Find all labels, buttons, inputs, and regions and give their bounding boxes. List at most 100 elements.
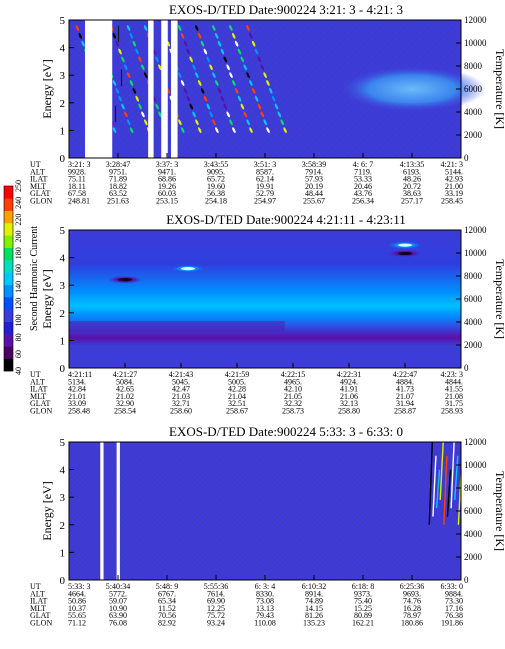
striation-mark xyxy=(269,87,273,94)
y2-tick-label: 4000 xyxy=(464,107,483,117)
table-cell: 6: 3: 4 xyxy=(255,582,275,591)
data-gap xyxy=(171,20,178,158)
table-cell: 5:48: 9 xyxy=(156,582,178,591)
striation-mark xyxy=(215,80,219,86)
table-cell: 6:25:36 xyxy=(400,582,424,591)
striation-mark xyxy=(220,95,225,102)
striation-mark xyxy=(215,127,219,134)
striation-mark xyxy=(129,80,134,86)
table-row-label: MLT xyxy=(30,182,46,191)
striation-mark xyxy=(280,119,284,126)
table-cell: 32.32 xyxy=(284,399,302,408)
striation-mark xyxy=(229,72,233,79)
striation-mark xyxy=(183,40,188,47)
striation-mark xyxy=(115,87,120,94)
table-cell: 258.48 xyxy=(68,407,90,416)
striation-mark xyxy=(158,64,162,71)
table-cell: 6:10:32 xyxy=(302,582,326,591)
striation-mark xyxy=(257,56,262,63)
table-row-label: GLAT xyxy=(30,611,51,620)
striation-mark xyxy=(195,119,199,126)
panel-2-heatmap-features xyxy=(69,241,423,333)
colorbar-segment xyxy=(4,223,13,236)
striation-mark xyxy=(266,80,270,86)
colorbar-tick-label: 250 xyxy=(14,180,23,192)
table-cell: 191.86 xyxy=(441,619,463,628)
colorbar-tick-label: 220 xyxy=(14,214,23,226)
table-cell: 162.21 xyxy=(352,619,374,628)
panel-1-heatmap-features xyxy=(75,20,486,158)
striation-mark xyxy=(177,25,182,31)
table-cell: 135.23 xyxy=(303,619,325,628)
colorbar-segment xyxy=(4,309,13,322)
table-cell: 18.82 xyxy=(109,182,127,191)
table-cell: 254.18 xyxy=(205,197,227,206)
table-cell: 20.19 xyxy=(305,182,323,191)
striation-mark xyxy=(223,103,228,110)
table-cell: 18.11 xyxy=(68,182,86,191)
table-cell: 4:21:59 xyxy=(225,370,249,379)
striation-mark xyxy=(249,32,253,39)
table-cell: 75.72 xyxy=(207,611,225,620)
striation-mark xyxy=(200,87,205,94)
striation-mark xyxy=(209,64,213,71)
striation-mark xyxy=(178,119,182,126)
striation-mark xyxy=(206,56,210,63)
y2-tick-label: 4000 xyxy=(464,529,483,539)
striation-mark xyxy=(234,40,239,47)
striation-mark xyxy=(243,64,247,71)
table-row-label: GLON xyxy=(30,197,52,206)
table-cell: 6:33: 0 xyxy=(441,582,463,591)
table-cell: 93.24 xyxy=(207,619,225,628)
table-cell: 257.17 xyxy=(401,197,423,206)
y2-tick-label: 8000 xyxy=(464,483,483,493)
table-cell: 5144. xyxy=(445,167,463,176)
table-cell: 4:23: 3 xyxy=(441,370,463,379)
striation-mark xyxy=(249,127,253,134)
table-cell: 3:37: 3 xyxy=(156,160,178,169)
table-cell: 75.11 xyxy=(68,175,86,184)
table-cell: 8330. xyxy=(256,589,274,598)
striation-mark xyxy=(229,25,233,31)
table-cell: 6:18: 8 xyxy=(352,582,374,591)
striation-mark xyxy=(158,111,162,118)
table-cell: 68.86 xyxy=(158,175,176,184)
table-cell: 52.79 xyxy=(256,189,274,198)
y-tick-label: 0 xyxy=(60,153,66,165)
y-tick-label: 3 xyxy=(60,70,66,82)
striation-mark xyxy=(220,48,225,55)
panel-3-axes: 0 1 2 3 4 5 Energy [eV] 0 2000 4000 6000 8000 10000 1… xyxy=(40,437,505,587)
panel-2: EXOS-D/TED Date:900224 4:21:11 - 4:23:11… xyxy=(30,212,505,416)
y2-tick-label: 10000 xyxy=(464,248,487,258)
table-cell: 10.37 xyxy=(68,604,86,613)
striation-mark xyxy=(141,111,145,118)
table-cell: 57.93 xyxy=(305,175,323,184)
striation-mark xyxy=(181,127,185,134)
y2-axis-label: Temperature [K] xyxy=(493,259,505,339)
y-tick-label: 5 xyxy=(60,225,66,237)
table-cell: 258.80 xyxy=(338,407,360,416)
table-cell: 21.06 xyxy=(340,392,358,401)
striation-mark xyxy=(124,64,128,71)
spot-core xyxy=(118,278,132,282)
striation-mark xyxy=(237,48,242,55)
colorbar-tick-label: 200 xyxy=(14,230,23,242)
striation-mark xyxy=(138,103,142,110)
striation-mark xyxy=(283,127,287,134)
striation-mark xyxy=(257,103,262,110)
y2-tick-label: 8000 xyxy=(464,271,483,281)
y-tick-label: 1 xyxy=(60,335,66,347)
striation-mark xyxy=(143,72,148,79)
table-cell: 19.91 xyxy=(256,182,274,191)
table-cell: 258.93 xyxy=(441,407,463,416)
y-tick-label: 2 xyxy=(60,308,66,320)
striation-mark xyxy=(155,56,159,63)
y2-tick-label: 0 xyxy=(464,153,469,163)
y-axis-label: Energy [eV] xyxy=(40,59,54,118)
y-tick-label: 4 xyxy=(60,465,66,477)
colorbar-segment xyxy=(4,235,13,248)
table-cell: 53.33 xyxy=(354,175,372,184)
striation-mark xyxy=(206,103,211,110)
table-cell: 3:58:39 xyxy=(302,160,326,169)
colorbar-segment xyxy=(4,297,13,310)
